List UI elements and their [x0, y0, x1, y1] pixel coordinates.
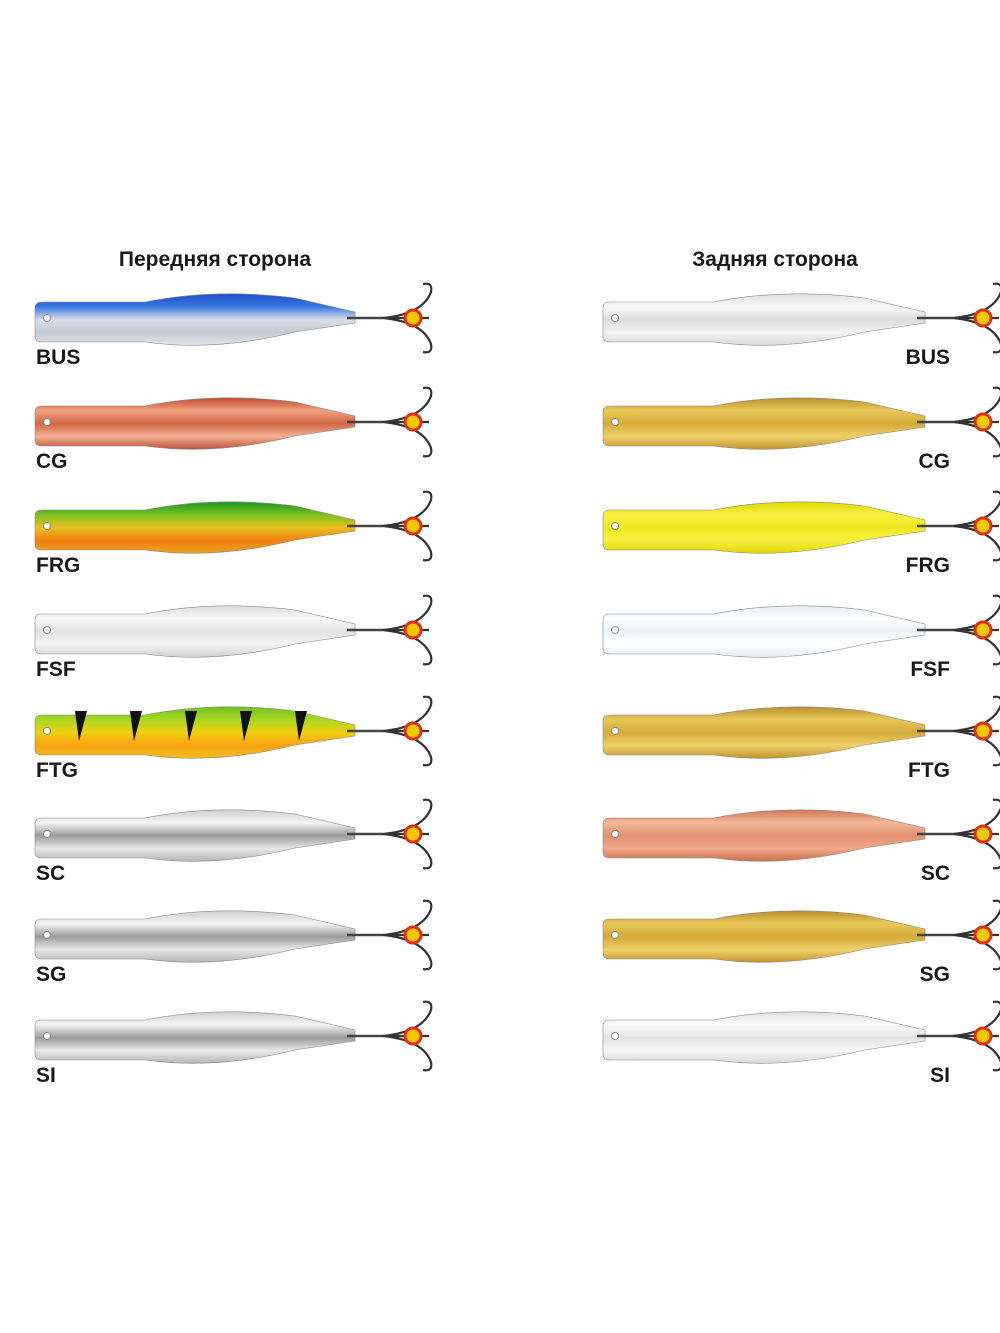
stripe	[295, 711, 307, 741]
lure	[602, 706, 926, 759]
bead	[403, 412, 423, 432]
bead	[973, 308, 993, 328]
bead	[973, 721, 993, 741]
lure-hole	[43, 522, 51, 530]
lure	[34, 706, 356, 759]
lure-code: FRG	[906, 554, 950, 577]
lure-body	[34, 501, 356, 554]
lure-code: FSF	[36, 658, 76, 681]
lure-body	[34, 605, 356, 658]
lure	[602, 397, 926, 450]
lure	[34, 397, 356, 450]
lure-code: SG	[920, 963, 950, 986]
lure	[34, 910, 356, 963]
lure-hole	[43, 626, 51, 634]
lure-body	[34, 397, 356, 450]
lure-body	[602, 1011, 926, 1064]
front-title: Передняя сторона	[119, 248, 311, 271]
bead	[973, 1026, 993, 1046]
bead	[403, 721, 423, 741]
bead	[973, 925, 993, 945]
lure	[34, 809, 356, 862]
lure-hole	[611, 314, 619, 322]
lure-code: BUS	[36, 346, 80, 369]
bead	[973, 412, 993, 432]
lure-code: FRG	[36, 554, 80, 577]
lure-body	[602, 706, 926, 759]
bead	[403, 824, 423, 844]
lure	[602, 293, 926, 346]
lure-code: SC	[36, 862, 65, 885]
stripe	[240, 711, 252, 741]
bead	[403, 516, 423, 536]
stripe	[75, 711, 87, 741]
lure-body	[34, 1011, 356, 1064]
lure-body	[34, 910, 356, 963]
lure-hole	[611, 522, 619, 530]
lure-hole	[43, 931, 51, 939]
lure-hole	[611, 931, 619, 939]
lure-code: BUS	[906, 346, 950, 369]
bead	[973, 516, 993, 536]
lure-body	[602, 293, 926, 346]
lure	[602, 1011, 926, 1064]
lure-code: SG	[36, 963, 66, 986]
lure-hole	[43, 314, 51, 322]
lure-hole	[43, 727, 51, 735]
stripe	[130, 711, 142, 741]
lure-code: FTG	[36, 759, 78, 782]
bead	[973, 824, 993, 844]
lure-body	[602, 910, 926, 963]
lure-body	[602, 809, 926, 862]
lure-hole	[611, 727, 619, 735]
lure	[34, 1011, 356, 1064]
stripe	[185, 711, 197, 741]
lure-code: FSF	[910, 658, 950, 681]
lure-code: CG	[919, 450, 951, 473]
lure	[602, 501, 926, 554]
lure-body	[34, 809, 356, 862]
lure-body	[602, 397, 926, 450]
bead	[403, 308, 423, 328]
lure-code: SI	[36, 1064, 56, 1087]
lure	[602, 910, 926, 963]
lure-body	[602, 501, 926, 554]
lure-code: FTG	[908, 759, 950, 782]
bead	[973, 620, 993, 640]
lure-hole	[611, 830, 619, 838]
lure-hole	[43, 1032, 51, 1040]
lure-code: CG	[36, 450, 68, 473]
back-title: Задняя сторона	[692, 248, 858, 271]
lure-hole	[43, 830, 51, 838]
lure-code: SI	[930, 1064, 950, 1087]
lure-hole	[611, 418, 619, 426]
bead	[403, 620, 423, 640]
bead	[403, 925, 423, 945]
bead	[403, 1026, 423, 1046]
lure-hole	[611, 626, 619, 634]
lure-hole	[611, 1032, 619, 1040]
lure-body	[34, 706, 356, 759]
lure-hole	[43, 418, 51, 426]
lure	[34, 501, 356, 554]
lure	[602, 605, 926, 658]
lure	[602, 809, 926, 862]
lure-body	[602, 605, 926, 658]
lure-code: SC	[921, 862, 950, 885]
lure	[34, 605, 356, 658]
lure	[34, 293, 356, 346]
lure-body	[34, 293, 356, 346]
